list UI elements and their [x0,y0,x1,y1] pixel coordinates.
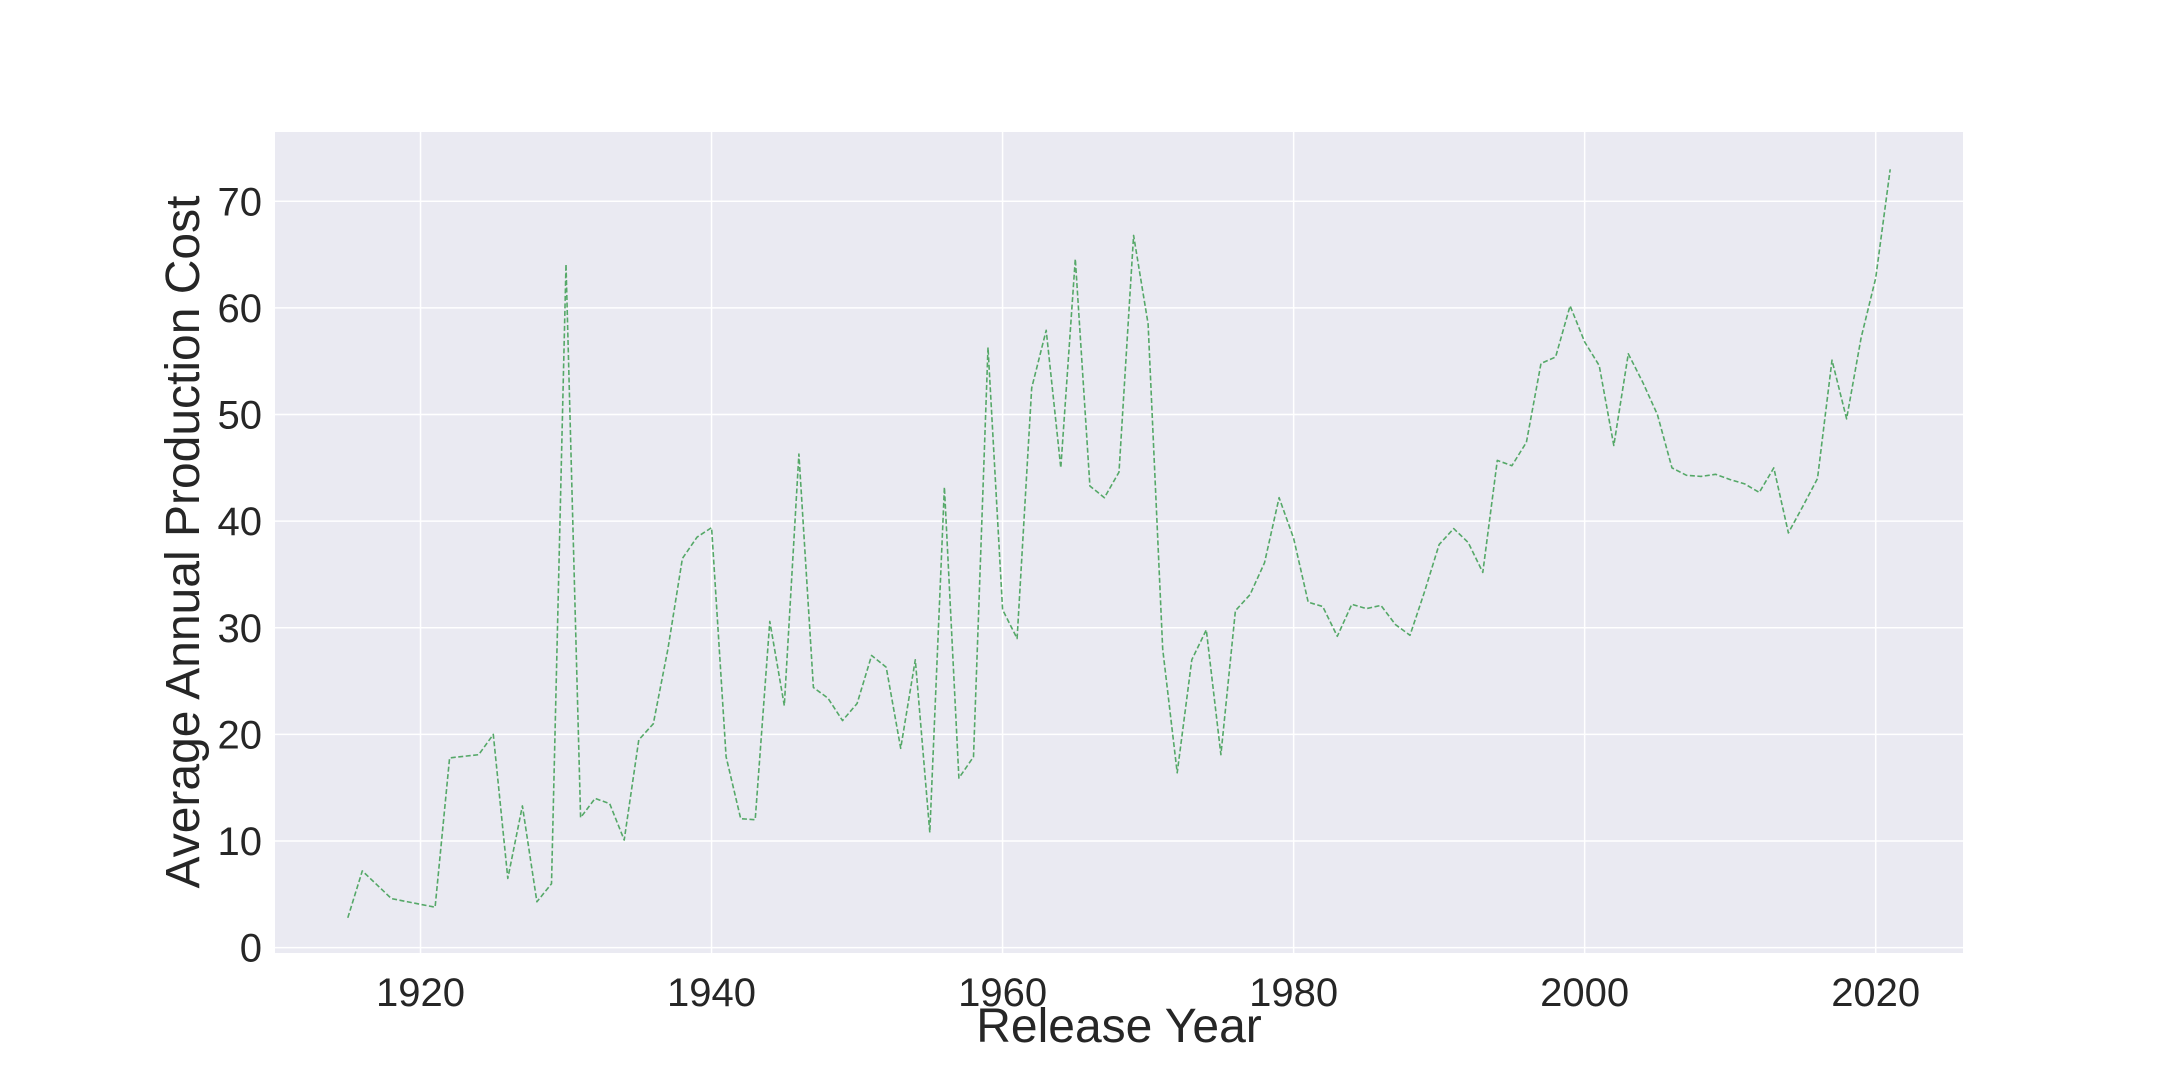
series-line [347,169,1891,919]
y-tick-labels: 0 10 20 30 40 50 60 70 [218,180,263,970]
y-axis-label: Average Annual Production Cost [157,196,210,889]
y-tick-label: 60 [218,287,263,331]
y-tick-label: 0 [240,927,262,971]
y-tick-label: 40 [218,500,263,544]
grid-lines [275,132,1963,953]
y-tick-label: 50 [218,394,263,438]
x-tick-label: 1940 [667,971,756,1015]
x-tick-label: 2000 [1540,971,1629,1015]
plot-background [275,132,1963,953]
x-tick-labels: 1920 1940 1960 1980 2000 2020 [376,971,1920,1015]
x-axis-label: Release Year [976,1000,1262,1053]
y-tick-label: 10 [218,820,263,864]
x-tick-label: 1960 [958,971,1047,1015]
x-tick-label: 1980 [1249,971,1338,1015]
y-tick-label: 20 [218,713,263,757]
y-tick-label: 30 [218,607,263,651]
y-tick-label: 70 [218,180,263,224]
x-tick-label: 2020 [1831,971,1920,1015]
x-tick-label: 1920 [376,971,465,1015]
series-layer [347,169,1891,919]
